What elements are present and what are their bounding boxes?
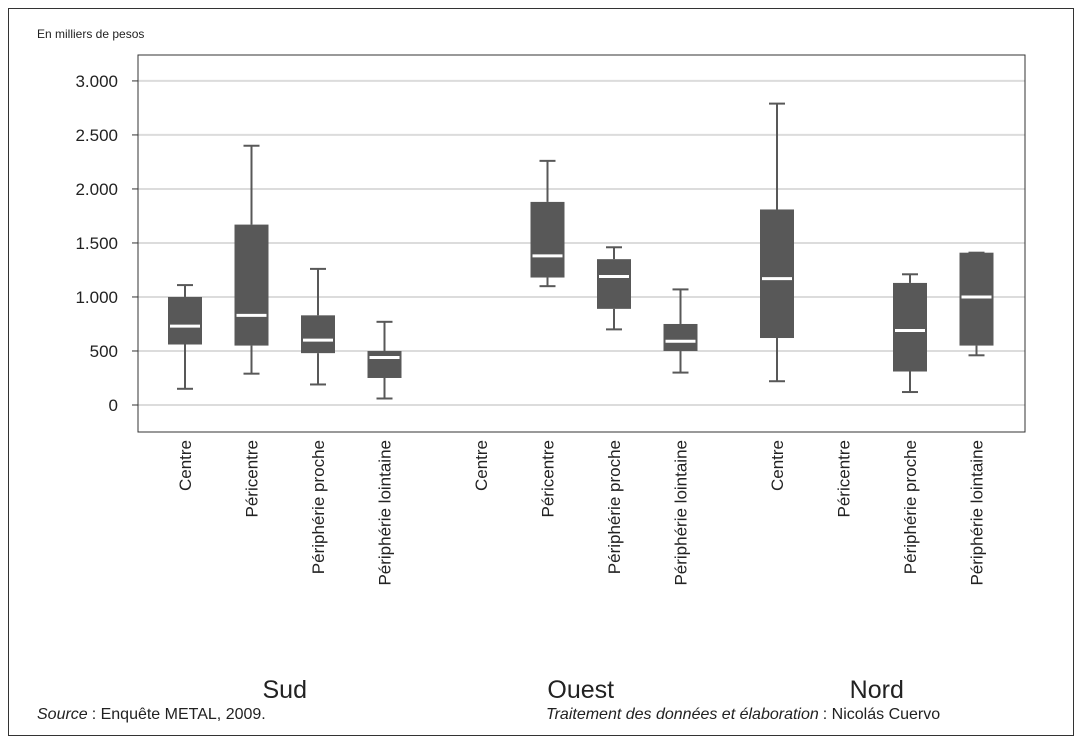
credit-text: : Nicolás Cuervo [822, 706, 941, 723]
group-label: Ouest [547, 676, 614, 704]
x-tick-label: Péricentre [835, 440, 854, 517]
box [367, 350, 402, 378]
box [893, 282, 927, 372]
x-tick-label: Périphérie proche [605, 440, 624, 574]
x-tick-label: Centre [472, 440, 491, 491]
x-tick-label: Périphérie proche [901, 440, 920, 574]
group-label: Nord [850, 676, 904, 704]
y-tick-label: 3.000 [75, 72, 118, 91]
plot-frame [137, 54, 1026, 433]
box [234, 224, 269, 346]
source-label: Source [37, 706, 88, 723]
box [301, 315, 335, 354]
y-tick-label: 1.500 [75, 234, 118, 253]
box [760, 209, 794, 339]
frame [8, 8, 1074, 736]
box [663, 323, 698, 351]
credit: Traitement des données et élaboration: N… [546, 706, 940, 724]
y-tick-label: 2.000 [75, 180, 118, 199]
box [959, 252, 994, 346]
credit-label: Traitement des données et élaboration [546, 706, 819, 723]
x-tick-label: Centre [176, 440, 195, 491]
source: Source: Enquête METAL, 2009. [37, 706, 266, 724]
box [597, 259, 631, 309]
x-tick-label: Périphérie lointaine [672, 440, 691, 586]
y-tick-label: 2.500 [75, 126, 118, 145]
y-tick-label: 0 [109, 396, 118, 415]
x-tick-label: Périphérie lointaine [376, 440, 395, 586]
y-tick-label: 1.000 [75, 288, 118, 307]
x-tick-label: Périphérie lointaine [968, 440, 987, 586]
x-tick-label: Périphérie proche [309, 440, 328, 574]
source-text: : Enquête METAL, 2009. [91, 706, 266, 723]
x-tick-label: Péricentre [539, 440, 558, 517]
box [168, 296, 202, 345]
y-axis-label: En milliers de pesos [37, 27, 144, 41]
x-tick-label: Péricentre [243, 440, 262, 517]
y-tick-label: 500 [90, 342, 118, 361]
box [530, 201, 565, 278]
group-label: Sud [263, 676, 307, 704]
x-tick-label: Centre [768, 440, 787, 491]
